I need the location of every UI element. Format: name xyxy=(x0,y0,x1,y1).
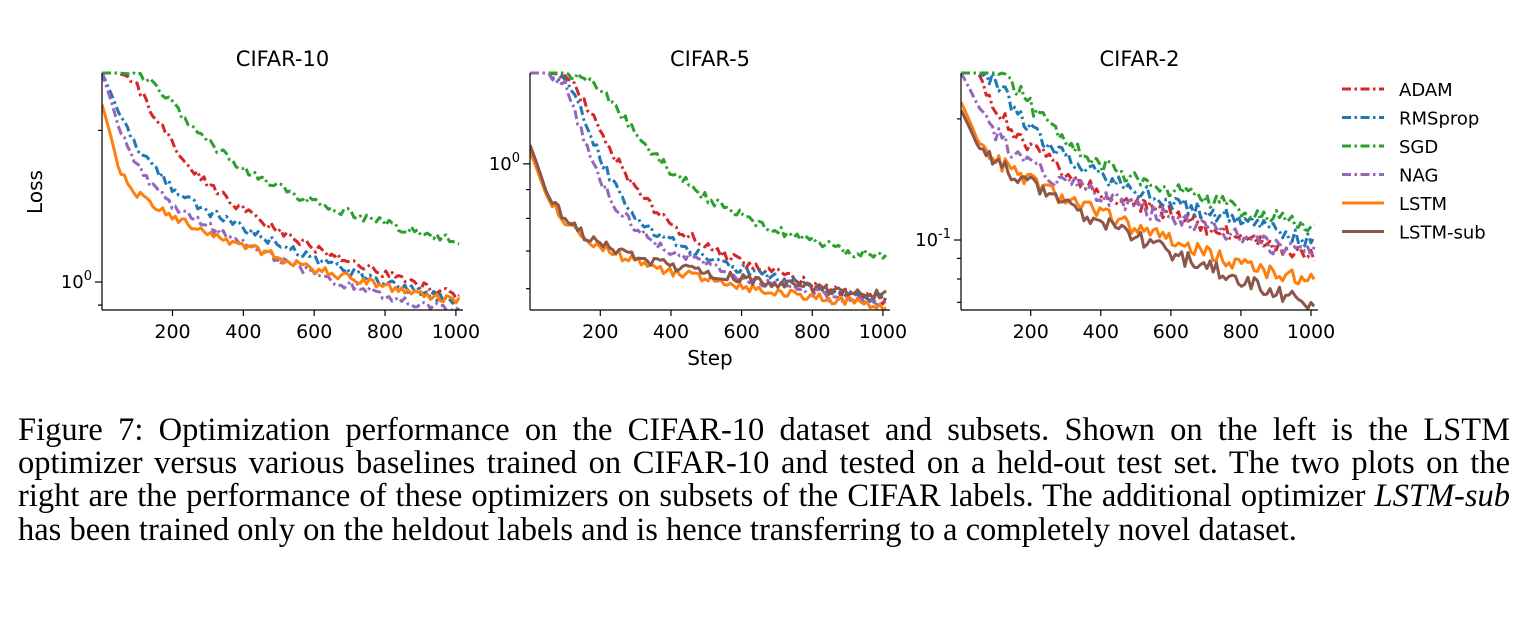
caption-text: Figure 7: Optimization performance on th… xyxy=(18,412,1510,515)
legend-label: RMSprop xyxy=(1399,109,1479,130)
series-adam-line xyxy=(530,71,888,306)
series-rmsprop-line xyxy=(530,71,887,305)
axes: 200 400 600 800 1000 10-1 xyxy=(915,73,1335,343)
legend-label: ADAM xyxy=(1399,80,1453,101)
axes: 200 400 600 800 1000 100 xyxy=(489,73,907,343)
x-tick-label: 800 xyxy=(367,321,403,343)
y-tick-label: 10-1 xyxy=(915,227,951,251)
series-sgd-line xyxy=(102,71,460,246)
legend: ADAM RMSprop SGD NAG LSTM LSTM-sub xyxy=(1342,80,1486,244)
x-tick-label: 200 xyxy=(582,321,618,343)
x-tick-label: 600 xyxy=(296,321,332,343)
x-tick-label: 800 xyxy=(794,321,830,343)
series-adam-line xyxy=(102,71,461,299)
series-nag-line xyxy=(102,72,461,310)
legend-label: SGD xyxy=(1399,137,1438,158)
panel-cifar-2: 200 400 600 800 1000 10-1 CIFAR-2 xyxy=(915,47,1335,343)
x-tick-label: 400 xyxy=(225,321,261,343)
caption-emphasis: LSTM-sub xyxy=(1374,478,1510,515)
series-sgd-line xyxy=(530,71,888,260)
chart-title: CIFAR-5 xyxy=(670,47,750,71)
legend-item-rmsprop: RMSprop xyxy=(1342,109,1479,130)
series-lstm-line xyxy=(530,151,887,310)
series-lstm-line xyxy=(102,104,461,305)
series-sgd-line xyxy=(961,71,1316,233)
series-lstm-line xyxy=(961,101,1316,286)
series-lstm-sub-line xyxy=(530,144,887,301)
legend-label: LSTM-sub xyxy=(1399,223,1486,244)
y-tick-label: 100 xyxy=(489,151,520,175)
legend-label: LSTM xyxy=(1399,194,1447,215)
legend-label: NAG xyxy=(1399,166,1438,187)
series-lines xyxy=(961,71,1316,310)
series-rmsprop-line xyxy=(961,71,1316,248)
x-axis-label: Step xyxy=(687,346,733,370)
series-nag-line xyxy=(961,72,1316,258)
series-lines xyxy=(530,71,888,310)
panel-cifar-5: 200 400 600 800 1000 100 CIFAR-5 Step xyxy=(489,47,907,370)
legend-item-lstm: LSTM xyxy=(1342,194,1447,215)
chart-title: CIFAR-2 xyxy=(1099,47,1179,71)
x-tick-label: 1000 xyxy=(432,321,480,343)
legend-item-sgd: SGD xyxy=(1342,137,1438,158)
series-rmsprop-line xyxy=(102,72,461,305)
panel-cifar-10: 200 400 600 800 1000 100 CIFAR-10 Loss xyxy=(23,47,480,343)
series-nag-line xyxy=(530,71,887,309)
y-tick-label: 100 xyxy=(61,269,92,293)
x-tick-label: 400 xyxy=(653,321,689,343)
figure-caption: Figure 7: Optimization performance on th… xyxy=(18,412,1510,548)
x-tick-label: 800 xyxy=(1223,321,1259,343)
x-tick-label: 1000 xyxy=(1287,321,1335,343)
legend-item-nag: NAG xyxy=(1342,166,1438,187)
chart-title: CIFAR-10 xyxy=(236,47,329,71)
y-axis-label: Loss xyxy=(23,170,47,214)
axes: 200 400 600 800 1000 100 xyxy=(61,73,480,343)
x-tick-label: 200 xyxy=(1013,321,1049,343)
caption-text-end: has been trained only on the heldout lab… xyxy=(18,511,1297,548)
x-tick-label: 400 xyxy=(1083,321,1119,343)
series-lines xyxy=(102,71,461,310)
x-tick-label: 200 xyxy=(154,321,190,343)
x-tick-label: 600 xyxy=(723,321,759,343)
x-tick-label: 600 xyxy=(1153,321,1189,343)
legend-item-adam: ADAM xyxy=(1342,80,1453,101)
legend-item-lstm-sub: LSTM-sub xyxy=(1342,223,1486,244)
series-lstm-sub-line xyxy=(961,109,1316,310)
x-tick-label: 1000 xyxy=(859,321,907,343)
series-adam-line xyxy=(961,71,1316,262)
figure: 200 400 600 800 1000 100 CIFAR-10 Loss 200 400 600… xyxy=(23,47,1486,370)
